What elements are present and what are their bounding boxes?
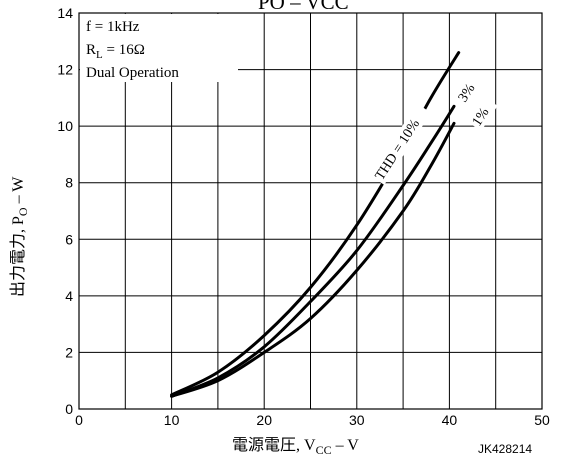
x-tick-label: 20: [256, 412, 272, 428]
y-axis-label-unit: – W: [10, 176, 27, 208]
condition-operation: Dual Operation: [86, 65, 179, 81]
condition-frequency: f = 1kHz: [86, 19, 140, 35]
grid: [79, 13, 542, 409]
series-label-3-group: 3%: [453, 72, 484, 107]
series-line-thd-3: [170, 104, 456, 398]
x-axis-label-unit: – V: [332, 437, 360, 454]
load-subscript: L: [96, 49, 103, 61]
series-label-thd10-group: THD = 10%: [370, 103, 432, 185]
x-axis-label: 電源電圧, VCC – V: [232, 436, 359, 457]
y-tick-label: 2: [65, 344, 73, 360]
x-tick-label: 10: [164, 412, 180, 428]
load-symbol: R: [86, 42, 96, 58]
x-axis-label-sub: CC: [316, 443, 332, 457]
series-line-thd-10: [170, 51, 461, 397]
plot-frame: [78, 12, 543, 410]
series-label-1-bg: [467, 96, 498, 131]
x-tick-label: 40: [442, 412, 458, 428]
figure-code: JK428214: [478, 442, 532, 456]
y-axis-label-sub: O: [16, 207, 30, 216]
y-tick-label: 4: [65, 288, 73, 304]
y-tick-label: 14: [57, 5, 73, 21]
y-axis-label-main: 出力電力, P: [9, 216, 27, 297]
load-value: = 16Ω: [103, 42, 145, 58]
y-tick-label: 6: [65, 231, 73, 247]
series-label-thd10-bg: [370, 103, 432, 185]
x-axis-label-main: 電源電圧, V: [232, 436, 316, 454]
series-lines: [170, 51, 461, 398]
x-tick-label: 50: [534, 412, 550, 428]
y-axis-label: 出力電力, PO – W: [9, 176, 30, 297]
y-tick-label: 0: [65, 401, 73, 417]
conditions-box: [80, 14, 238, 82]
x-tick-label: 30: [349, 412, 365, 428]
condition-load: RL = 16Ω: [86, 42, 145, 61]
chart-title: PO – VCC: [258, 0, 349, 14]
series-line-thd-1: [170, 121, 456, 398]
y-tick-label: 8: [65, 175, 73, 191]
x-tick-label: 0: [75, 412, 83, 428]
x-tick-labels: 0 10 20 30 40 50: [75, 412, 550, 428]
y-tick-label: 10: [57, 118, 73, 134]
y-tick-label: 12: [57, 62, 73, 78]
y-tick-labels: 0 2 4 6 8 10 12 14: [57, 5, 73, 417]
series-label-3-bg: [453, 72, 484, 107]
